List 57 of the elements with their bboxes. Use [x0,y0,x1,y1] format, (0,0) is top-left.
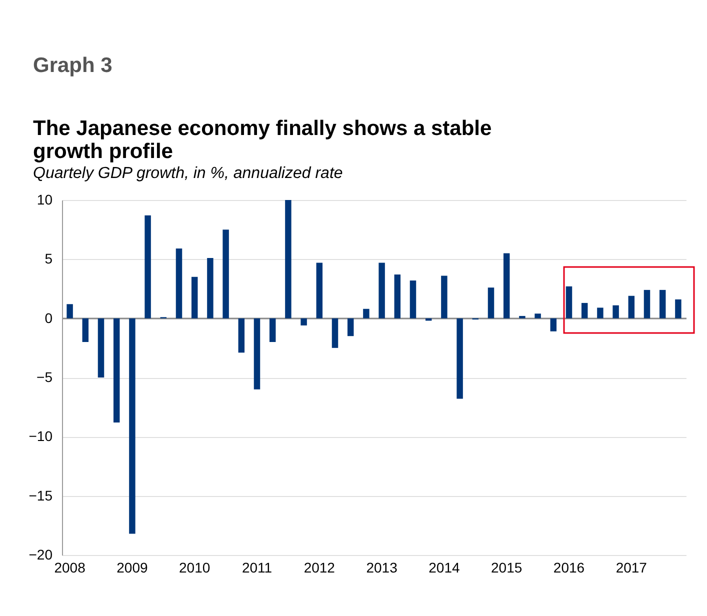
x-tick-label: 2013 [366,560,398,576]
bar [98,318,104,378]
chart-subtitle: Quartely GDP growth, in %, annualized rate [33,165,343,182]
x-tick-label: 2008 [54,560,86,576]
bar [269,318,276,342]
bar [378,262,385,318]
bar [300,318,307,326]
y-tick-label: −20 [28,546,53,562]
y-tick-label: −10 [28,428,53,444]
x-tick-label: 2017 [616,560,648,576]
bar [254,318,260,390]
bar [176,248,182,318]
bar [363,308,370,318]
bar [113,318,120,422]
x-tick-label: 2016 [553,560,585,576]
y-tick-label: −5 [36,369,53,385]
bar [66,304,73,318]
bar [238,318,245,353]
bar [612,305,619,318]
bar [191,276,198,318]
bar [581,302,588,318]
y-tick-label: −15 [28,487,53,504]
caption: Graph 3 [33,54,112,78]
bar [285,200,292,318]
bar [659,290,666,318]
x-tick-label: 2010 [179,560,210,576]
bar [519,316,526,318]
bar [534,314,541,318]
y-tick-label: 0 [44,310,53,326]
bar [644,290,650,318]
x-tick-label: 2009 [116,560,148,576]
bar [628,296,635,318]
x-tick-label: 2012 [304,560,336,576]
bar [394,274,401,318]
bar [597,308,604,318]
bar [316,262,323,318]
bar [207,258,214,318]
bar [129,318,136,534]
chart-title: The Japanese economy finally shows a stable growth profile [33,117,492,163]
bar [456,318,463,399]
bar [441,276,448,318]
x-tick-label: 2015 [491,560,522,576]
bar [410,280,416,318]
bar [82,318,89,342]
bar [144,215,151,318]
y-tick-label: 5 [44,250,53,267]
bar [566,286,572,318]
bar [550,318,557,332]
bar [503,253,510,318]
bar [332,318,338,348]
bar [222,230,229,318]
x-tick-label: 2014 [428,560,460,576]
bar [488,288,494,318]
bar [675,299,682,318]
bar [347,318,354,336]
x-tick-label: 2011 [242,560,272,576]
y-tick-label: 10 [36,192,53,208]
